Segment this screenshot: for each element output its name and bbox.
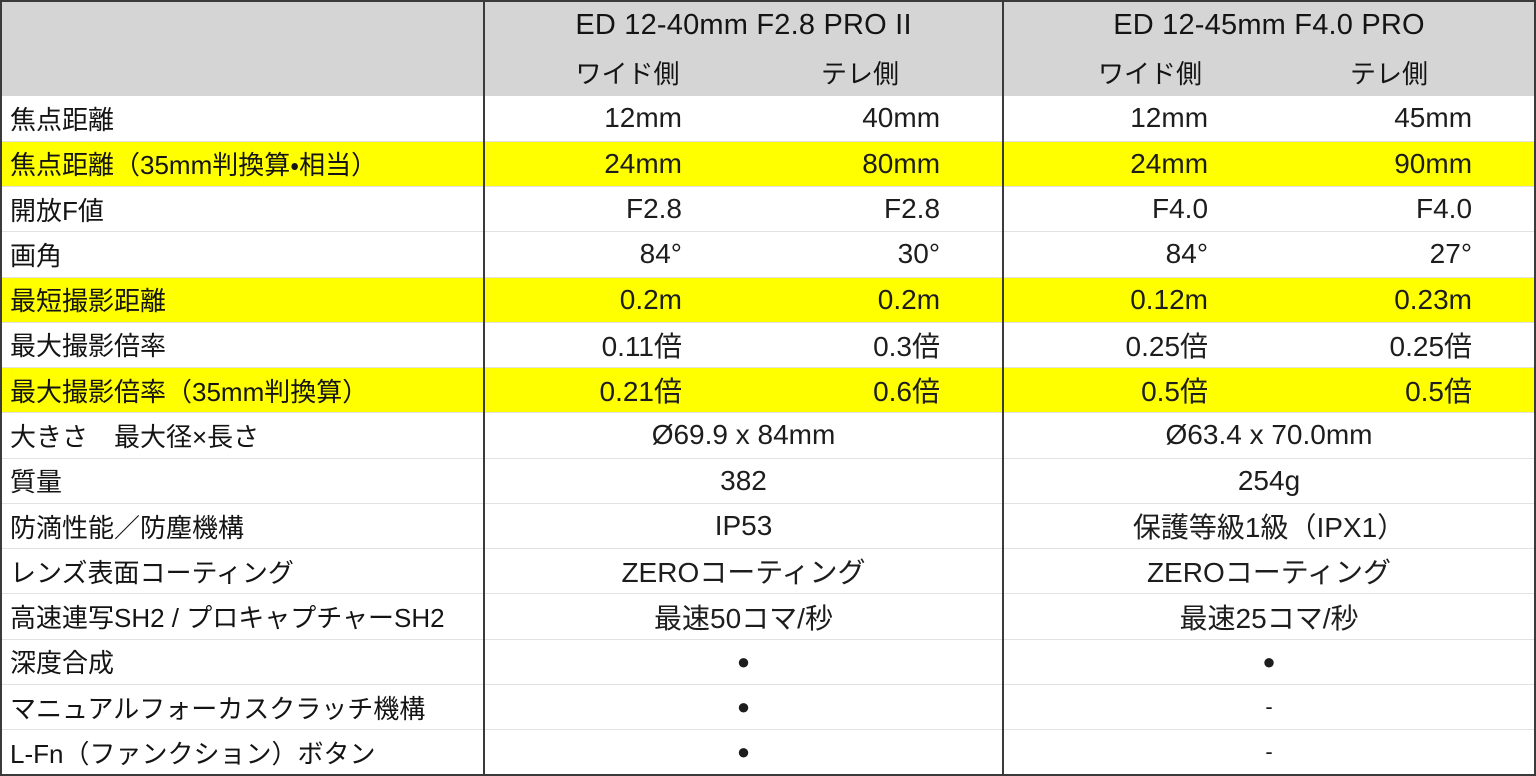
cell-lens1-tele: 0.6倍: [744, 367, 1004, 414]
row-label: L-Fn（ファンクション）ボタン: [1, 729, 485, 775]
cell-lens1-wide: 84°: [483, 231, 744, 278]
table-row: 最大撮影倍率 0.11倍 0.3倍 0.25倍 0.25倍: [1, 322, 1536, 369]
cell-lens2-support-mark: -: [1002, 729, 1536, 775]
cell-lens2-merged: 254g: [1002, 458, 1536, 504]
cell-lens2-support-mark: -: [1002, 684, 1536, 731]
header-side-row: ワイド側 テレ側 ワイド側 テレ側: [1, 49, 1536, 96]
cell-lens2-wide: 84°: [1002, 231, 1271, 278]
table-row: 開放F値 F2.8 F2.8 F4.0 F4.0: [1, 186, 1536, 233]
row-label: 質量: [1, 458, 485, 504]
header-lens-1-tele: テレ側: [744, 49, 1004, 96]
cell-lens1-merged: ZEROコーティング: [482, 548, 1004, 595]
table-row: 最短撮影距離 0.2m 0.2m 0.12m 0.23m: [1, 277, 1536, 323]
row-label: 防滴性能／防塵機構: [1, 503, 485, 550]
cell-lens2-tele: 0.23m: [1270, 277, 1536, 323]
cell-lens1-support-mark: ●: [482, 639, 1004, 685]
cell-lens2-merged: ZEROコーティング: [1002, 548, 1536, 595]
table-row: レンズ表面コーティング ZEROコーティング ZEROコーティング: [1, 548, 1536, 595]
cell-lens2-support-mark: ●: [1002, 639, 1536, 685]
cell-lens1-tele: 30°: [744, 231, 1004, 278]
cell-lens2-tele: 0.25倍: [1270, 322, 1536, 369]
cell-lens2-tele: 90mm: [1270, 141, 1536, 188]
cell-lens2-wide: 12mm: [1002, 96, 1271, 142]
cell-lens1-wide: 0.21倍: [483, 367, 744, 414]
row-label: マニュアルフォーカスクラッチ機構: [1, 684, 485, 731]
row-label: 高速連写SH2 / プロキャプチャーSH2: [1, 593, 485, 640]
cell-lens2-wide: 0.5倍: [1002, 367, 1271, 414]
cell-lens1-wide: F2.8: [483, 186, 744, 233]
table-header: ED 12-40mm F2.8 PRO II ED 12-45mm F4.0 P…: [1, 1, 1536, 96]
row-label: 深度合成: [1, 639, 485, 685]
row-label: 大きさ 最大径×長さ: [1, 412, 485, 459]
row-label: 最大撮影倍率（35mm判換算）: [1, 367, 485, 414]
cell-lens1-tele: F2.8: [744, 186, 1004, 233]
table-body: 焦点距離 12mm 40mm 12mm 45mm 焦点距離（35mm判換算・相当…: [1, 96, 1536, 775]
cell-lens1-wide: 0.2m: [483, 277, 744, 323]
cell-lens2-wide: F4.0: [1002, 186, 1271, 233]
table-row: 高速連写SH2 / プロキャプチャーSH2 最速50コマ/秒 最速25コマ/秒: [1, 593, 1536, 640]
row-label: 最大撮影倍率: [1, 322, 485, 369]
cell-lens2-tele: F4.0: [1270, 186, 1536, 233]
cell-lens1-tele: 80mm: [744, 141, 1004, 188]
cell-lens2-wide: 24mm: [1002, 141, 1271, 188]
cell-lens1-tele: 0.3倍: [744, 322, 1004, 369]
row-label: レンズ表面コーティング: [1, 548, 485, 595]
table-row: 防滴性能／防塵機構 IP53 保護等級1級（IPX1）: [1, 503, 1536, 550]
header-lens-2-model: ED 12-45mm F4.0 PRO: [1002, 1, 1536, 49]
table-row: 深度合成 ● ●: [1, 639, 1536, 685]
cell-lens1-tele: 40mm: [744, 96, 1004, 142]
row-label: 焦点距離: [1, 96, 485, 142]
row-label: 開放F値: [1, 186, 485, 233]
cell-lens1-wide: 12mm: [483, 96, 744, 142]
cell-lens2-merged: 保護等級1級（IPX1）: [1002, 503, 1536, 550]
cell-lens1-tele: 0.2m: [744, 277, 1004, 323]
cell-lens1-merged: 382: [482, 458, 1004, 504]
cell-lens2-tele: 45mm: [1270, 96, 1536, 142]
row-label: 最短撮影距離: [1, 277, 485, 323]
cell-lens1-support-mark: ●: [482, 684, 1004, 731]
header-model-row: ED 12-40mm F2.8 PRO II ED 12-45mm F4.0 P…: [1, 1, 1536, 96]
cell-lens1-merged: 最速50コマ/秒: [482, 593, 1004, 640]
header-lens-2-wide: ワイド側: [1002, 49, 1271, 96]
header-lens-1-model: ED 12-40mm F2.8 PRO II: [482, 1, 1004, 49]
table-row: 大きさ 最大径×長さ Ø69.9 x 84mm Ø63.4 x 70.0mm: [1, 412, 1536, 459]
cell-lens2-merged: 最速25コマ/秒: [1002, 593, 1536, 640]
cell-lens2-tele: 27°: [1270, 231, 1536, 278]
cell-lens2-wide: 0.12m: [1002, 277, 1271, 323]
cell-lens1-merged: Ø69.9 x 84mm: [482, 412, 1004, 459]
cell-lens1-support-mark: ●: [482, 729, 1004, 775]
cell-lens2-merged: Ø63.4 x 70.0mm: [1002, 412, 1536, 459]
row-label: 焦点距離（35mm判換算・相当）: [1, 141, 485, 188]
header-lens-1-wide: ワイド側: [483, 49, 744, 96]
table-row: マニュアルフォーカスクラッチ機構 ● -: [1, 684, 1536, 731]
row-label: 画角: [1, 231, 485, 278]
table-row: 質量 382 254g: [1, 458, 1536, 504]
cell-lens1-wide: 0.11倍: [483, 322, 744, 369]
table-row: 画角 84° 30° 84° 27°: [1, 231, 1536, 278]
table-row: L-Fn（ファンクション）ボタン ● -: [1, 729, 1536, 775]
table-row: 最大撮影倍率（35mm判換算） 0.21倍 0.6倍 0.5倍 0.5倍: [1, 367, 1536, 414]
cell-lens1-merged: IP53: [482, 503, 1004, 550]
cell-lens2-tele: 0.5倍: [1270, 367, 1536, 414]
table-row: 焦点距離 12mm 40mm 12mm 45mm: [1, 96, 1536, 142]
header-lens-2-tele: テレ側: [1270, 49, 1536, 96]
cell-lens1-wide: 24mm: [483, 141, 744, 188]
header-corner-cell: [1, 1, 484, 96]
cell-lens2-wide: 0.25倍: [1002, 322, 1271, 369]
table-row: 焦点距離（35mm判換算・相当） 24mm 80mm 24mm 90mm: [1, 141, 1536, 188]
